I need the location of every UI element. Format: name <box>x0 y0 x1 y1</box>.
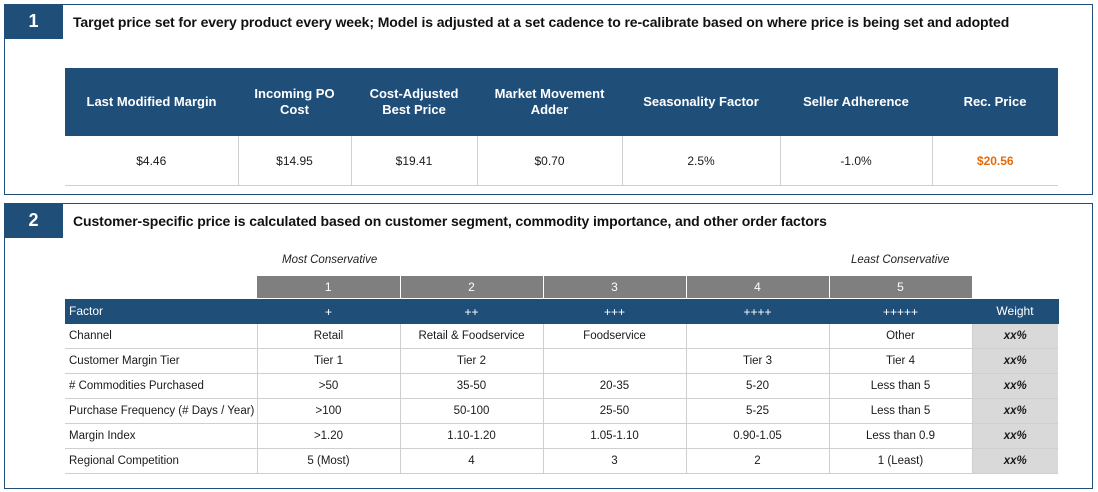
last-modified-margin-value: $4.46 <box>65 136 239 186</box>
table-cell: 0.90-1.05 <box>686 423 830 449</box>
table-cell: >1.20 <box>257 423 401 449</box>
factor-name: # Commodities Purchased <box>65 373 258 399</box>
weight-value: xx% <box>972 324 1058 349</box>
table-cell: 1.05-1.10 <box>543 423 687 449</box>
factor-name: Customer Margin Tier <box>65 348 258 374</box>
cost-adjusted-best-price-value: $19.41 <box>351 136 478 186</box>
level-row: 1 2 3 4 5 <box>65 276 1058 299</box>
empty-cell <box>972 276 1058 299</box>
empty-cell <box>65 276 257 299</box>
weight-header: Weight <box>972 298 1059 324</box>
level-cell: 4 <box>686 276 830 299</box>
table-cell: Less than 5 <box>829 373 973 399</box>
column-header: ++ <box>400 298 544 324</box>
table-cell: Retail & Foodservice <box>400 324 544 349</box>
seller-adherence-value: -1.0% <box>780 136 933 186</box>
table-cell <box>543 348 687 374</box>
factor-name: Channel <box>65 324 258 349</box>
panel-title: Customer-specific price is calculated ba… <box>73 213 827 229</box>
table-cell: Tier 2 <box>400 348 544 374</box>
table-cell: 4 <box>400 448 544 474</box>
table-cell: Tier 3 <box>686 348 830 374</box>
table-cell: 50-100 <box>400 398 544 424</box>
table-cell: Retail <box>257 324 401 349</box>
table-cell: 5 (Most) <box>257 448 401 474</box>
column-header: Rec. Price <box>932 68 1058 136</box>
column-header: ++++ <box>686 298 830 324</box>
table-row: Customer Margin Tier Tier 1 Tier 2 Tier 3 Ti… <box>65 348 1058 374</box>
target-price-panel: 1 Target price set for every product eve… <box>4 4 1093 195</box>
factor-name: Purchase Frequency (# Days / Year) <box>65 398 258 424</box>
most-conservative-label: Most Conservative <box>282 254 378 266</box>
weight-value: xx% <box>972 423 1058 449</box>
table-cell: >50 <box>257 373 401 399</box>
table-cell: >100 <box>257 398 401 424</box>
table-row: $4.46 $14.95 $19.41 $0.70 2.5% -1.0% $20… <box>65 136 1058 186</box>
table-cell <box>686 324 830 349</box>
weight-value: xx% <box>972 448 1058 474</box>
table-cell: 1.10-1.20 <box>400 423 544 449</box>
level-cell: 1 <box>257 276 401 299</box>
table-row: Margin Index >1.20 1.10-1.20 1.05-1.10 0.90-… <box>65 423 1058 449</box>
table-cell: 20-35 <box>543 373 687 399</box>
table-row: Channel Retail Retail & Foodservice Foodser… <box>65 324 1058 349</box>
customer-price-panel: 2 Customer-specific price is calculated … <box>4 203 1093 489</box>
table-cell: Foodservice <box>543 324 687 349</box>
step-number-badge: 1 <box>4 4 63 39</box>
table-cell: Other <box>829 324 973 349</box>
rec-price-value: $20.56 <box>932 136 1058 186</box>
level-cell: 5 <box>829 276 973 299</box>
step-number-badge: 2 <box>4 203 63 238</box>
table-cell: 5-25 <box>686 398 830 424</box>
table-cell: 35-50 <box>400 373 544 399</box>
weight-value: xx% <box>972 373 1058 399</box>
table-cell: 2 <box>686 448 830 474</box>
target-price-table: Last Modified Margin Incoming PO Cost Co… <box>65 68 1058 186</box>
factor-name: Margin Index <box>65 423 258 449</box>
factor-table: 1 2 3 4 5 Factor + ++ +++ ++++ +++++ Wei… <box>65 276 1059 474</box>
column-header: Cost-Adjusted Best Price <box>351 68 477 136</box>
column-header: Last Modified Margin <box>65 68 238 136</box>
column-header: + <box>257 298 401 324</box>
column-header: +++++ <box>829 298 973 324</box>
incoming-po-cost-value: $14.95 <box>238 136 352 186</box>
market-movement-adder-value: $0.70 <box>477 136 623 186</box>
table-cell: 3 <box>543 448 687 474</box>
table-cell: 5-20 <box>686 373 830 399</box>
table-cell: Less than 0.9 <box>829 423 973 449</box>
table-row: Regional Competition 5 (Most) 4 3 2 1 (Least)… <box>65 448 1058 474</box>
table-cell: 25-50 <box>543 398 687 424</box>
level-cell: 3 <box>543 276 687 299</box>
seasonality-factor-value: 2.5% <box>622 136 781 186</box>
table-header-row: Factor + ++ +++ ++++ +++++ Weight <box>65 298 1059 324</box>
table-cell: Tier 1 <box>257 348 401 374</box>
column-header: Seller Adherence <box>780 68 932 136</box>
least-conservative-label: Least Conservative <box>851 254 950 266</box>
level-cell: 2 <box>400 276 544 299</box>
panel-title: Target price set for every product every… <box>73 14 1010 30</box>
table-cell: 1 (Least) <box>829 448 973 474</box>
column-header: +++ <box>543 298 687 324</box>
table-header-row: Last Modified Margin Incoming PO Cost Co… <box>65 68 1058 136</box>
column-header: Seasonality Factor <box>622 68 780 136</box>
table-row: Purchase Frequency (# Days / Year) >100 50… <box>65 398 1058 424</box>
weight-value: xx% <box>972 398 1058 424</box>
table-row: # Commodities Purchased >50 35-50 20-35 5-20… <box>65 373 1058 399</box>
column-header: Incoming PO Cost <box>238 68 351 136</box>
table-cell: Less than 5 <box>829 398 973 424</box>
factor-name: Regional Competition <box>65 448 258 474</box>
weight-value: xx% <box>972 348 1058 374</box>
table-cell: Tier 4 <box>829 348 973 374</box>
factor-header: Factor <box>65 298 258 324</box>
column-header: Market Movement Adder <box>477 68 622 136</box>
